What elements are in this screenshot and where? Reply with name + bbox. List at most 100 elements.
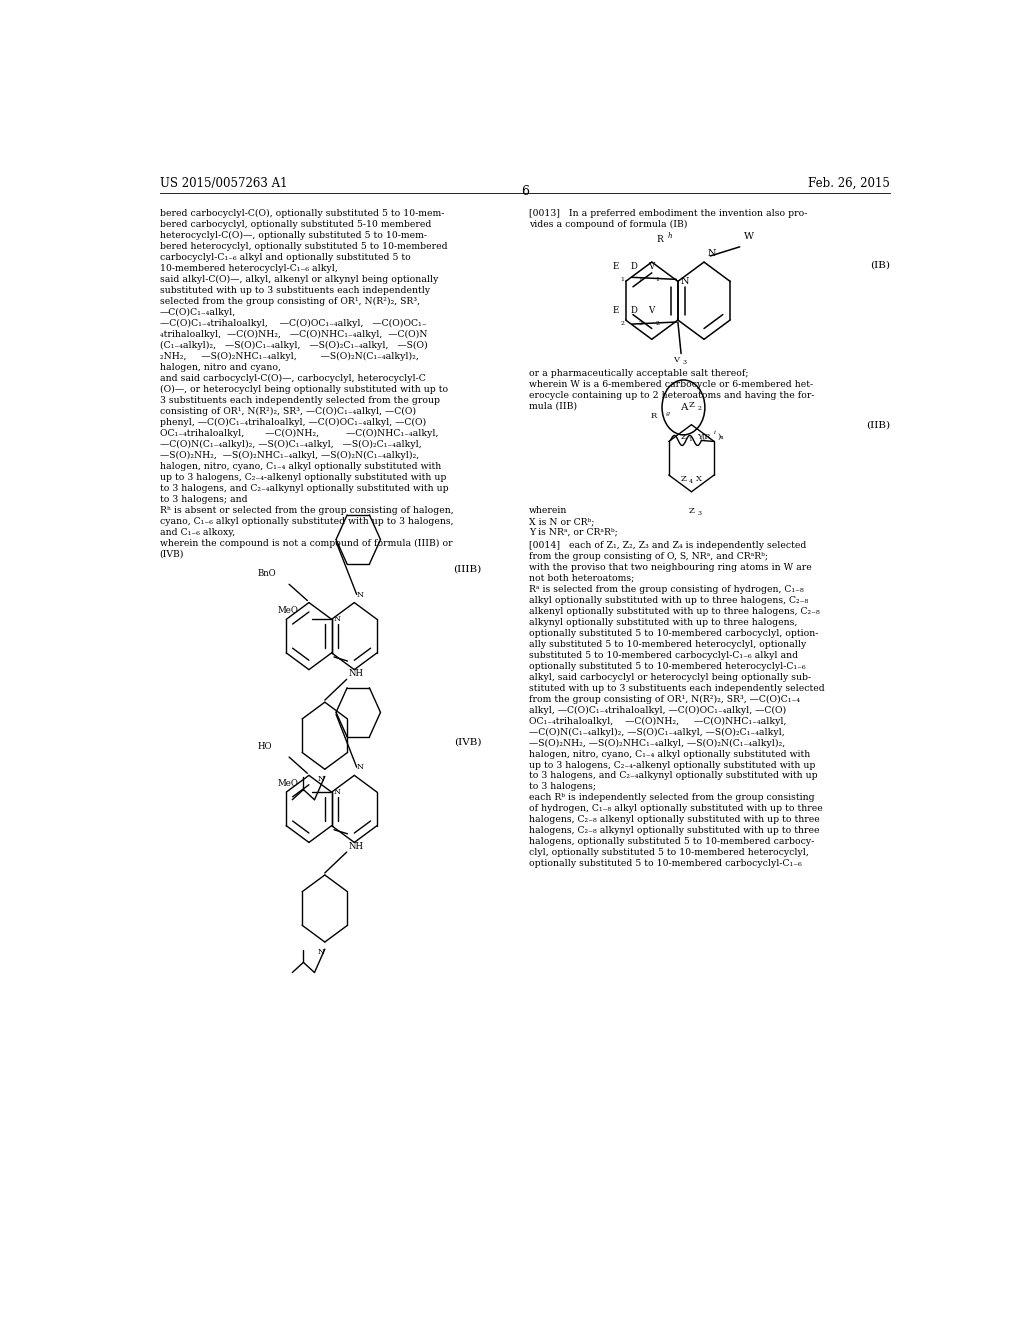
Text: —S(O)₂NH₂, —S(O)₂NHC₁₋₄alkyl, —S(O)₂N(C₁₋₄alkyl)₂,: —S(O)₂NH₂, —S(O)₂NHC₁₋₄alkyl, —S(O)₂N(C₁… [528,739,784,747]
Text: vides a compound of formula (IB): vides a compound of formula (IB) [528,220,687,230]
Text: optionally substituted 5 to 10-membered carbocyclyl, option-: optionally substituted 5 to 10-membered … [528,628,818,638]
Text: 3: 3 [683,359,687,364]
Text: alkyl, said carbocyclyl or heterocyclyl being optionally sub-: alkyl, said carbocyclyl or heterocyclyl … [528,673,811,681]
Text: g: g [666,412,670,417]
Text: optionally substituted 5 to 10-membered carbocyclyl-C₁₋₆: optionally substituted 5 to 10-membered … [528,859,802,869]
Text: N: N [334,788,341,796]
Text: ally substituted 5 to 10-membered heterocyclyl, optionally: ally substituted 5 to 10-membered hetero… [528,640,806,648]
Text: (IB): (IB) [869,260,890,269]
Text: from the group consisting of OR¹, N(R²)₂, SR³, —C(O)C₁₋₄: from the group consisting of OR¹, N(R²)₂… [528,694,800,704]
Text: halogens, C₂₋₈ alkynyl optionally substituted with up to three: halogens, C₂₋₈ alkynyl optionally substi… [528,826,819,836]
Text: and said carbocyclyl-C(O)—, carbocyclyl, heterocyclyl-C: and said carbocyclyl-C(O)—, carbocyclyl,… [160,374,426,383]
Text: up to 3 halogens, C₂₋₄-alkenyl optionally substituted with up: up to 3 halogens, C₂₋₄-alkenyl optionall… [160,473,446,482]
Text: [0013]   In a preferred embodiment the invention also pro-: [0013] In a preferred embodiment the inv… [528,210,807,218]
Text: ₄trihaloalkyl,  —C(O)NH₂,   —C(O)NHC₁₋₄alkyl,  —C(O)N: ₄trihaloalkyl, —C(O)NH₂, —C(O)NHC₁₋₄alky… [160,330,427,339]
Text: —C(O)N(C₁₋₄alkyl)₂, —S(O)C₁₋₄alkyl, —S(O)₂C₁₋₄alkyl,: —C(O)N(C₁₋₄alkyl)₂, —S(O)C₁₋₄alkyl, —S(O… [528,727,784,737]
Text: D: D [631,263,637,271]
Text: 2: 2 [697,407,701,412]
Text: Z: Z [688,401,694,409]
Text: 2: 2 [638,321,642,326]
Text: —C(O)N(C₁₋₄alkyl)₂, —S(O)C₁₋₄alkyl,   —S(O)₂C₁₋₄alkyl,: —C(O)N(C₁₋₄alkyl)₂, —S(O)C₁₋₄alkyl, —S(O… [160,440,421,449]
Text: optionally substituted 5 to 10-membered heterocyclyl-C₁₋₆: optionally substituted 5 to 10-membered … [528,661,806,671]
Text: alkyl, —C(O)C₁₋₄trihaloalkyl, —C(O)OC₁₋₄alkyl, —C(O): alkyl, —C(O)C₁₋₄trihaloalkyl, —C(O)OC₁₋₄… [528,706,786,714]
Text: —S(O)₂NH₂,  —S(O)₂NHC₁₋₄alkyl, —S(O)₂N(C₁₋₄alkyl)₂,: —S(O)₂NH₂, —S(O)₂NHC₁₋₄alkyl, —S(O)₂N(C₁… [160,450,419,459]
Text: 3 substituents each independently selected from the group: 3 substituents each independently select… [160,396,439,405]
Text: (R: (R [700,433,711,441]
Text: of hydrogen, C₁₋₈ alkyl optionally substituted with up to three: of hydrogen, C₁₋₈ alkyl optionally subst… [528,804,822,813]
Text: up to 3 halogens, C₂₋₄-alkenyl optionally substituted with up: up to 3 halogens, C₂₋₄-alkenyl optionall… [528,760,815,770]
Text: alkyl optionally substituted with up to three halogens, C₂₋₈: alkyl optionally substituted with up to … [528,595,808,605]
Text: wherein: wherein [528,506,567,515]
Text: halogen, nitro and cyano,: halogen, nitro and cyano, [160,363,281,372]
Text: wherein the compound is not a compound of formula (IIIB) or: wherein the compound is not a compound o… [160,539,453,548]
Text: 1: 1 [688,437,692,442]
Text: with the proviso that two neighbouring ring atoms in W are: with the proviso that two neighbouring r… [528,562,811,572]
Text: 1: 1 [638,277,642,282]
Text: MeO: MeO [278,779,299,788]
Text: Z: Z [681,475,686,483]
Text: substituted 5 to 10-membered carbocyclyl-C₁₋₆ alkyl and: substituted 5 to 10-membered carbocyclyl… [528,651,798,660]
Text: NH: NH [349,842,365,851]
Text: (IVB): (IVB) [160,549,184,558]
Text: R: R [651,412,657,420]
Text: W: W [743,232,754,240]
Text: halogen, nitro, cyano, C₁₋₄ alkyl optionally substituted with: halogen, nitro, cyano, C₁₋₄ alkyl option… [160,462,441,471]
Text: X is N or CRᵇ;: X is N or CRᵇ; [528,517,594,525]
Text: or a pharmaceutically acceptable salt thereof;: or a pharmaceutically acceptable salt th… [528,368,749,378]
Text: carbocyclyl-C₁₋₆ alkyl and optionally substituted 5 to: carbocyclyl-C₁₋₆ alkyl and optionally su… [160,253,411,263]
Text: V: V [673,355,679,363]
Text: Rʰ is absent or selected from the group consisting of halogen,: Rʰ is absent or selected from the group … [160,506,454,515]
Text: (IIIB): (IIIB) [453,565,481,574]
Text: (O)—, or heterocyclyl being optionally substituted with up to: (O)—, or heterocyclyl being optionally s… [160,385,447,393]
Text: —C(O)C₁₋₄trihaloalkyl,    —C(O)OC₁₋₄alkyl,   —C(O)OC₁₋: —C(O)C₁₋₄trihaloalkyl, —C(O)OC₁₋₄alkyl, … [160,319,426,329]
Text: from the group consisting of O, S, NRᵃ, and CRᵃRᵇ;: from the group consisting of O, S, NRᵃ, … [528,552,768,561]
Text: (IVB): (IVB) [454,738,481,747]
Text: 1: 1 [655,277,659,282]
Text: to 3 halogens, and C₂₋₄alkynyl optionally substituted with up: to 3 halogens, and C₂₋₄alkynyl optionall… [528,771,817,780]
Text: MeO: MeO [278,606,299,615]
Text: bered carbocyclyl, optionally substituted 5-10 membered: bered carbocyclyl, optionally substitute… [160,220,431,230]
Text: erocycle containing up to 2 heteroatoms and having the for-: erocycle containing up to 2 heteroatoms … [528,391,814,400]
Text: X: X [696,475,702,483]
Text: cyano, C₁₋₆ alkyl optionally substituted with up to 3 halogens,: cyano, C₁₋₆ alkyl optionally substituted… [160,516,454,525]
Text: Z: Z [688,507,694,515]
Text: each Rᵇ is independently selected from the group consisting: each Rᵇ is independently selected from t… [528,793,814,803]
Text: (IIB): (IIB) [865,421,890,429]
Text: and C₁₋₆ alkoxy,: and C₁₋₆ alkoxy, [160,528,234,536]
Text: N: N [356,590,364,598]
Text: N: N [708,249,716,257]
Text: US 2015/0057263 A1: US 2015/0057263 A1 [160,177,288,190]
Text: bered carbocyclyl-C(O), optionally substituted 5 to 10-mem-: bered carbocyclyl-C(O), optionally subst… [160,210,444,218]
Text: N: N [334,615,341,623]
Text: to 3 halogens; and: to 3 halogens; and [160,495,248,504]
Text: E: E [612,263,620,271]
Text: to 3 halogens, and C₂₋₄alkynyl optionally substituted with up: to 3 halogens, and C₂₋₄alkynyl optionall… [160,483,449,492]
Text: HO: HO [257,742,271,751]
Text: E: E [612,306,620,315]
Text: 10-membered heterocyclyl-C₁₋₆ alkyl,: 10-membered heterocyclyl-C₁₋₆ alkyl, [160,264,338,273]
Text: i: i [714,430,716,434]
Text: 3: 3 [697,511,701,516]
Text: Z: Z [681,433,686,441]
Text: ₂NH₂,     —S(O)₂NHC₁₋₄alkyl,        —S(O)₂N(C₁₋₄alkyl)₂,: ₂NH₂, —S(O)₂NHC₁₋₄alkyl, —S(O)₂N(C₁₋₄alk… [160,352,419,362]
Text: Rᵃ is selected from the group consisting of hydrogen, C₁₋₈: Rᵃ is selected from the group consisting… [528,585,804,594]
Text: 2: 2 [621,321,625,326]
Text: wherein W is a 6-membered carbocycle or 6-membered het-: wherein W is a 6-membered carbocycle or … [528,380,813,389]
Text: h: h [668,232,672,240]
Text: 1: 1 [621,277,625,282]
Text: D: D [631,306,637,315]
Text: selected from the group consisting of OR¹, N(R²)₂, SR³,: selected from the group consisting of OR… [160,297,420,306]
Text: bered heterocyclyl, optionally substituted 5 to 10-membered: bered heterocyclyl, optionally substitut… [160,242,447,251]
Text: (C₁₋₄alkyl)₂,   —S(O)C₁₋₄alkyl,   —S(O)₂C₁₋₄alkyl,   —S(O): (C₁₋₄alkyl)₂, —S(O)C₁₋₄alkyl, —S(O)₂C₁₋₄… [160,341,427,350]
Text: 4: 4 [688,479,693,483]
Text: halogens, C₂₋₈ alkenyl optionally substituted with up to three: halogens, C₂₋₈ alkenyl optionally substi… [528,816,819,825]
Text: stituted with up to 3 substituents each independently selected: stituted with up to 3 substituents each … [528,684,824,693]
Text: Y: Y [696,433,702,441]
Text: OC₁₋₄trihaloalkyl,       —C(O)NH₂,         —C(O)NHC₁₋₄alkyl,: OC₁₋₄trihaloalkyl, —C(O)NH₂, —C(O)NHC₁₋₄… [160,429,438,438]
Text: clyl, optionally substituted 5 to 10-membered heterocyclyl,: clyl, optionally substituted 5 to 10-mem… [528,849,809,857]
Text: substituted with up to 3 substituents each independently: substituted with up to 3 substituents ea… [160,286,430,296]
Text: N: N [318,948,326,956]
Text: mula (IIB): mula (IIB) [528,401,577,411]
Text: N: N [356,763,364,771]
Text: [0014]   each of Z₁, Z₂, Z₃ and Z₄ is independently selected: [0014] each of Z₁, Z₂, Z₃ and Z₄ is inde… [528,541,806,550]
